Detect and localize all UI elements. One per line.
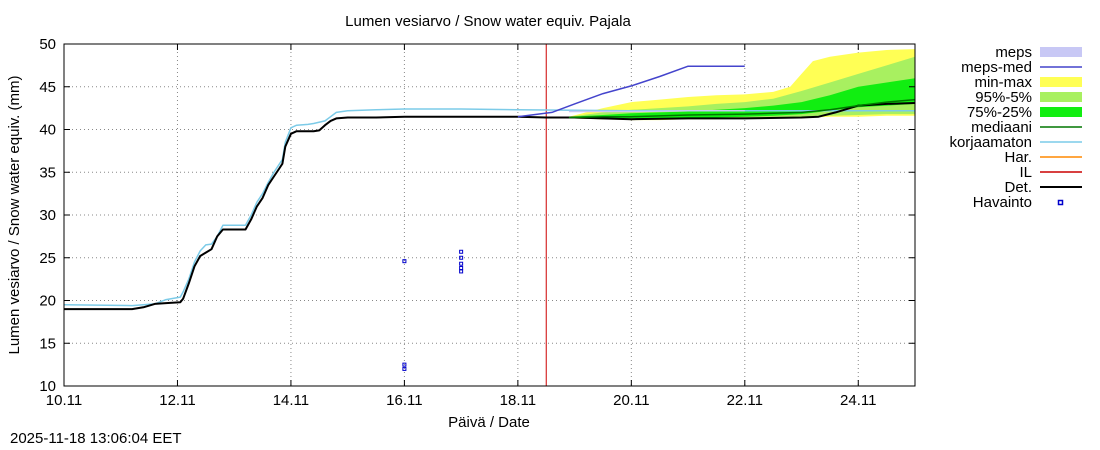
series-mediaani bbox=[568, 98, 916, 119]
x-tick-label: 14.11 bbox=[273, 392, 309, 409]
y-tick-label: 20 bbox=[39, 293, 56, 310]
series-meps-med bbox=[517, 65, 745, 118]
legend-label-meps-med: meps-med bbox=[961, 59, 1032, 76]
legend-label-il: IL bbox=[1019, 164, 1032, 181]
x-tick-label: 24.11 bbox=[840, 392, 876, 409]
y-tick-label: 25 bbox=[39, 250, 56, 267]
y-tick-label: 15 bbox=[39, 335, 56, 352]
x-tick-label: 10.11 bbox=[46, 392, 82, 409]
legend-swatch-p75-25 bbox=[1040, 107, 1082, 117]
observation-point bbox=[402, 366, 407, 371]
observation-point bbox=[459, 261, 464, 266]
y-tick-label: 50 bbox=[39, 36, 56, 53]
legend-label-p95-5: 95%-5% bbox=[975, 89, 1032, 106]
timestamp-footer: 2025-11-18 13:06:04 EET bbox=[10, 430, 182, 447]
observation-point bbox=[402, 259, 407, 264]
y-tick-label: 35 bbox=[39, 164, 56, 181]
y-tick-label: 45 bbox=[39, 79, 56, 96]
x-tick-label: 16.11 bbox=[386, 392, 422, 409]
series-korjaamaton bbox=[63, 108, 915, 307]
legend-label-meps: meps bbox=[995, 44, 1032, 61]
x-axis-label: Päivä / Date bbox=[448, 414, 530, 431]
x-tick-label: 12.11 bbox=[159, 392, 195, 409]
legend-label-har: Har. bbox=[1004, 149, 1032, 166]
series-det bbox=[64, 102, 916, 311]
x-tick-label: 18.11 bbox=[500, 392, 536, 409]
legend-label-min-max: min-max bbox=[974, 74, 1032, 91]
legend-label-korjaamaton: korjaamaton bbox=[949, 134, 1032, 151]
chart-title: Lumen vesiarvo / Snow water equiv. Pajal… bbox=[345, 13, 631, 30]
observation-points bbox=[402, 249, 464, 371]
y-axis-label: Lumen vesiarvo / Snow water equiv. (mm) bbox=[6, 76, 23, 355]
legend: mepsmeps-medmin-max95%-5%75%-25%mediaani… bbox=[949, 44, 1082, 211]
legend-label-p75-25: 75%-25% bbox=[967, 104, 1032, 121]
legend-label-det: Det. bbox=[1004, 179, 1032, 196]
y-tick-label: 30 bbox=[39, 207, 56, 224]
x-tick-label: 20.11 bbox=[613, 392, 649, 409]
legend-swatch-min-max bbox=[1040, 77, 1082, 87]
series-meps bbox=[568, 109, 745, 113]
legend-swatch-havainto bbox=[1057, 199, 1064, 206]
legend-swatch-meps bbox=[1040, 47, 1082, 57]
y-tick-label: 10 bbox=[39, 378, 56, 395]
observation-point bbox=[459, 269, 464, 274]
y-tick-label: 40 bbox=[39, 122, 56, 139]
legend-swatch-p95-5 bbox=[1040, 92, 1082, 102]
band-75-25 bbox=[568, 78, 915, 119]
observation-point bbox=[459, 249, 464, 254]
observation-point bbox=[402, 362, 407, 367]
series-lines bbox=[63, 44, 916, 386]
legend-label-havainto: Havainto bbox=[973, 194, 1032, 211]
observation-point bbox=[459, 255, 464, 260]
x-tick-label: 22.11 bbox=[727, 392, 763, 409]
legend-label-mediaani: mediaani bbox=[971, 119, 1032, 136]
axis-ticks: 10 15 20 25 30 35 40 45 50 10.11 12.11 14.11 16.11 18… bbox=[39, 36, 915, 409]
percentile-bands bbox=[568, 49, 915, 121]
